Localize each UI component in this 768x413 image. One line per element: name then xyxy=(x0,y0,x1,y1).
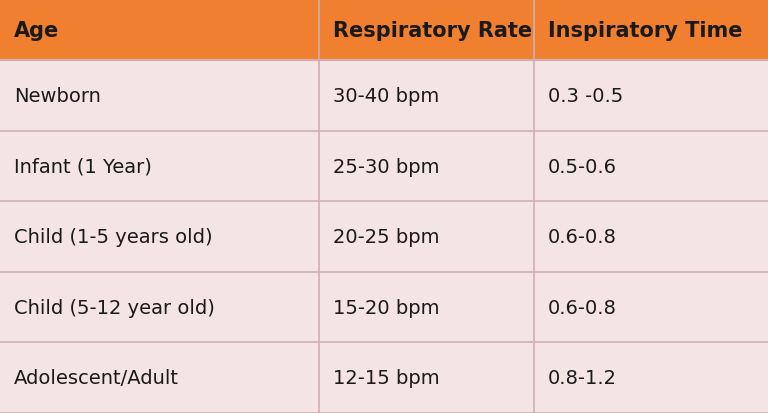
Bar xyxy=(0,272,768,343)
Text: 0.6-0.8: 0.6-0.8 xyxy=(548,298,617,317)
Bar xyxy=(0,131,768,202)
Text: 25-30 bpm: 25-30 bpm xyxy=(333,157,439,176)
Text: Child (1-5 years old): Child (1-5 years old) xyxy=(14,228,213,247)
Text: Child (5-12 year old): Child (5-12 year old) xyxy=(14,298,215,317)
Text: Respiratory Rate: Respiratory Rate xyxy=(333,21,531,40)
Bar xyxy=(0,61,768,131)
Text: 15-20 bpm: 15-20 bpm xyxy=(333,298,439,317)
Text: 0.6-0.8: 0.6-0.8 xyxy=(548,228,617,247)
Text: Newborn: Newborn xyxy=(14,87,101,106)
Text: 0.5-0.6: 0.5-0.6 xyxy=(548,157,617,176)
Text: Age: Age xyxy=(14,21,59,40)
Bar xyxy=(0,202,768,272)
Text: 12-15 bpm: 12-15 bpm xyxy=(333,368,439,387)
Text: 20-25 bpm: 20-25 bpm xyxy=(333,228,439,247)
Text: Adolescent/Adult: Adolescent/Adult xyxy=(14,368,179,387)
Text: Infant (1 Year): Infant (1 Year) xyxy=(14,157,152,176)
Bar xyxy=(0,343,768,413)
Text: 0.3 -0.5: 0.3 -0.5 xyxy=(548,87,623,106)
Text: 30-40 bpm: 30-40 bpm xyxy=(333,87,439,106)
Text: Inspiratory Time: Inspiratory Time xyxy=(548,21,742,40)
Bar xyxy=(0,0,768,61)
Text: 0.8-1.2: 0.8-1.2 xyxy=(548,368,617,387)
